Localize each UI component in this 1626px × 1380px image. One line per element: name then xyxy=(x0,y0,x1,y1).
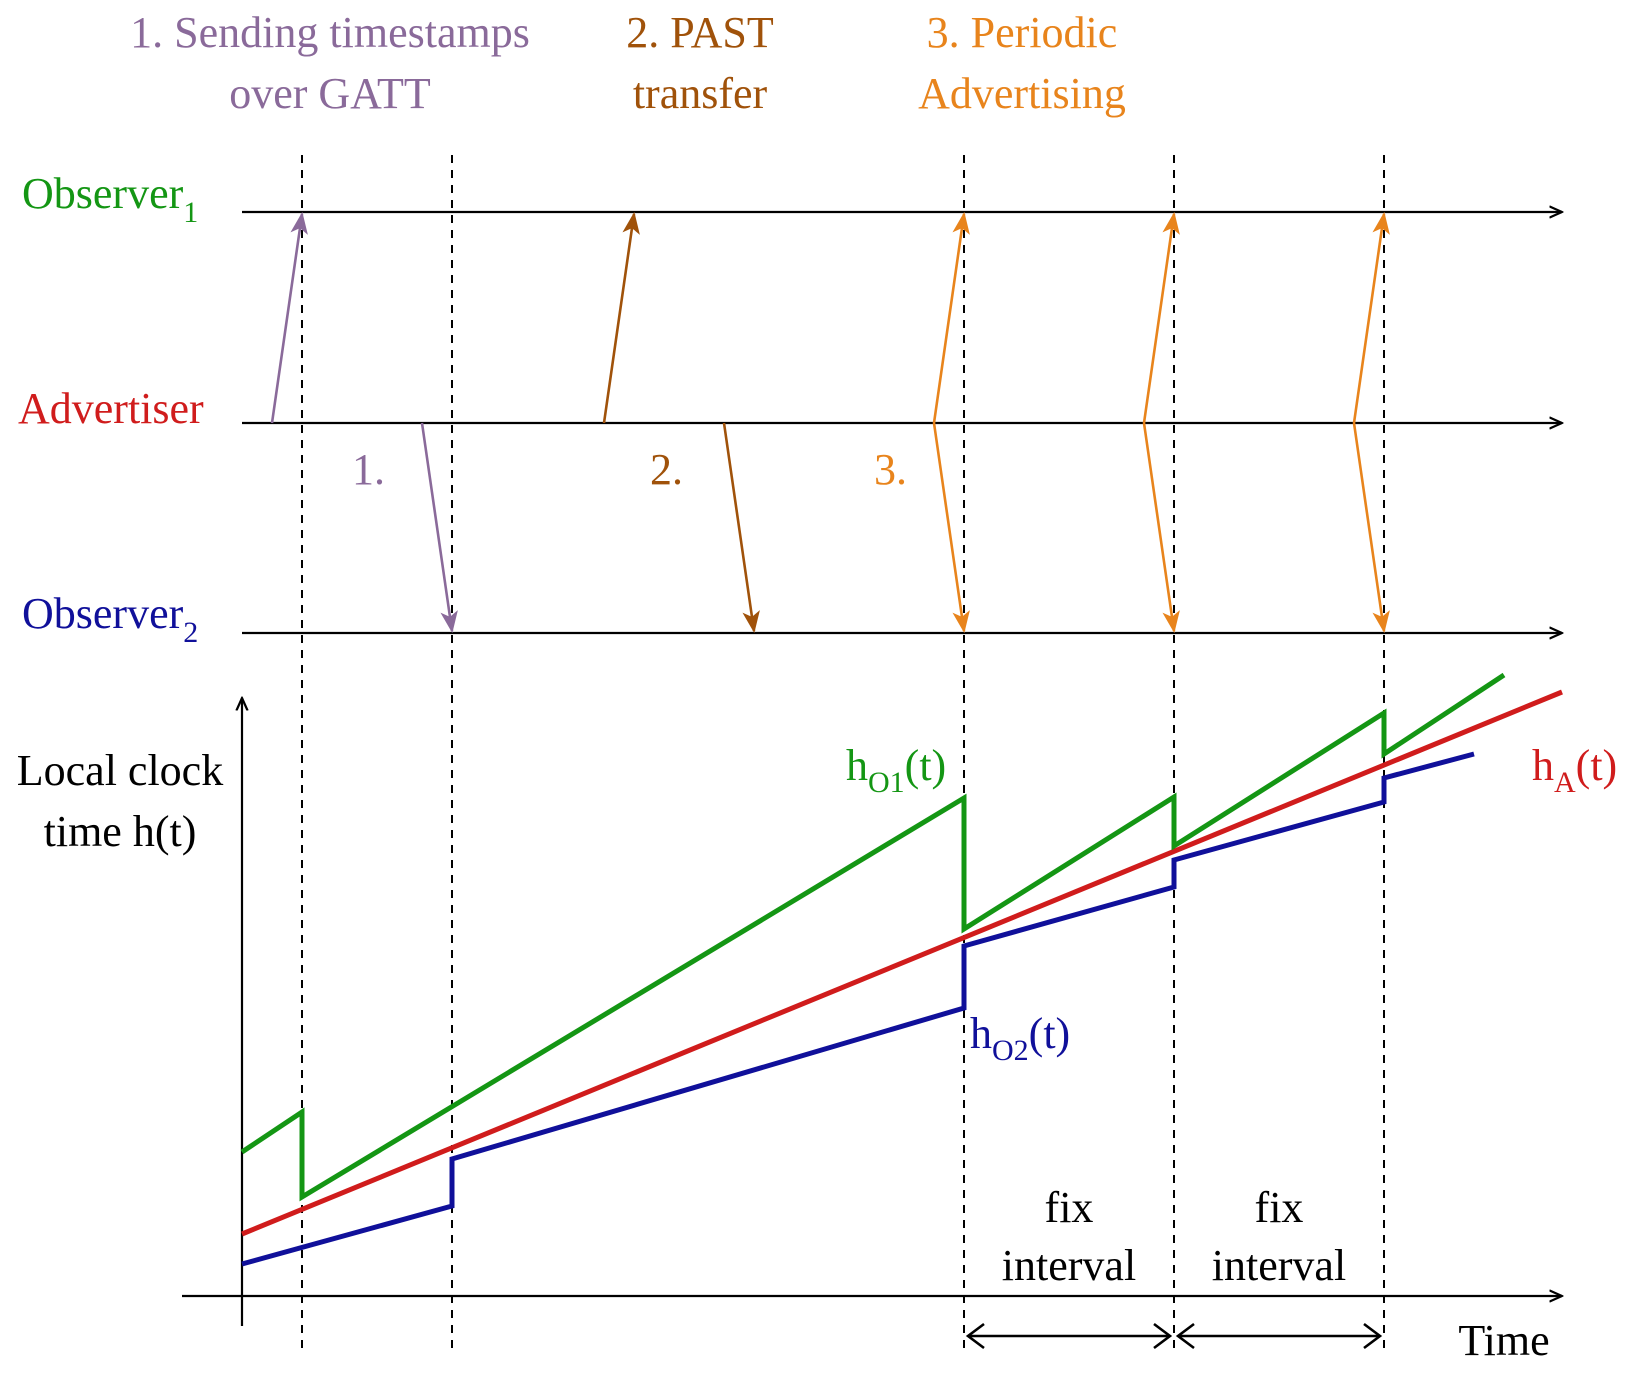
phase-2-title-line2: transfer xyxy=(633,69,768,118)
observer2-curve-label: hO2(t) xyxy=(970,1009,1070,1067)
advertiser-curve-label: hA(t) xyxy=(1532,741,1617,799)
interval-1-label-line2: interval xyxy=(1002,1241,1136,1290)
observer2-label: Observer2 xyxy=(22,589,198,649)
periodic-adv-2-to-observer1 xyxy=(1142,211,1180,424)
periodic-adv-3-to-observer2 xyxy=(1352,422,1390,634)
interval-arrows xyxy=(965,1322,1383,1350)
clock-y-axis-label-line1: Local clock xyxy=(17,746,223,795)
phase-3-marker: 3. xyxy=(874,445,907,494)
phase-2-marker: 2. xyxy=(650,445,683,494)
interval-2-arrowhead-right xyxy=(1363,1322,1383,1350)
observer1-clock-curve xyxy=(240,672,1506,1202)
past-message-to-observer2 xyxy=(722,422,760,634)
interval-1-arrowhead-right xyxy=(1153,1322,1173,1350)
advertiser-label: Advertiser xyxy=(18,384,204,433)
periodic-advertising-events xyxy=(932,211,1390,634)
advertiser-clock-curve xyxy=(241,689,1563,1237)
interval-1-arrowhead-left xyxy=(965,1322,985,1350)
interval-1-label-line1: fix xyxy=(1045,1183,1094,1232)
gatt-message-to-observer1 xyxy=(270,211,308,424)
phase-3-title-line2: Advertising xyxy=(918,69,1126,118)
periodic-adv-2-to-observer2 xyxy=(1142,422,1180,634)
interval-2-label-line2: interval xyxy=(1212,1241,1346,1290)
event-guides xyxy=(301,155,1385,1355)
clock-x-axis-label: Time xyxy=(1458,1316,1549,1365)
past-message-to-observer1 xyxy=(602,211,640,424)
interval-2-arrowhead-left xyxy=(1175,1322,1195,1350)
phase-1-title-line1: 1. Sending timestamps xyxy=(130,8,530,57)
periodic-adv-3-to-observer1 xyxy=(1352,211,1390,424)
periodic-adv-1-to-observer1 xyxy=(932,211,970,424)
phase-2-title-line1: 2. PAST xyxy=(626,8,774,57)
phase-1-title-line2: over GATT xyxy=(229,69,431,118)
observer1-curve-label: hO1(t) xyxy=(846,741,946,799)
phase-1-marker: 1. xyxy=(352,445,385,494)
gatt-message-to-observer2 xyxy=(420,422,458,634)
observer2-clock-curve xyxy=(241,751,1475,1267)
periodic-adv-1-to-observer2 xyxy=(932,422,970,634)
phase-3-title-line1: 3. Periodic xyxy=(927,8,1118,57)
observer1-label: Observer1 xyxy=(22,169,198,229)
interval-2-label-line1: fix xyxy=(1255,1183,1304,1232)
clock-y-axis-label-line2: time h(t) xyxy=(44,807,197,856)
